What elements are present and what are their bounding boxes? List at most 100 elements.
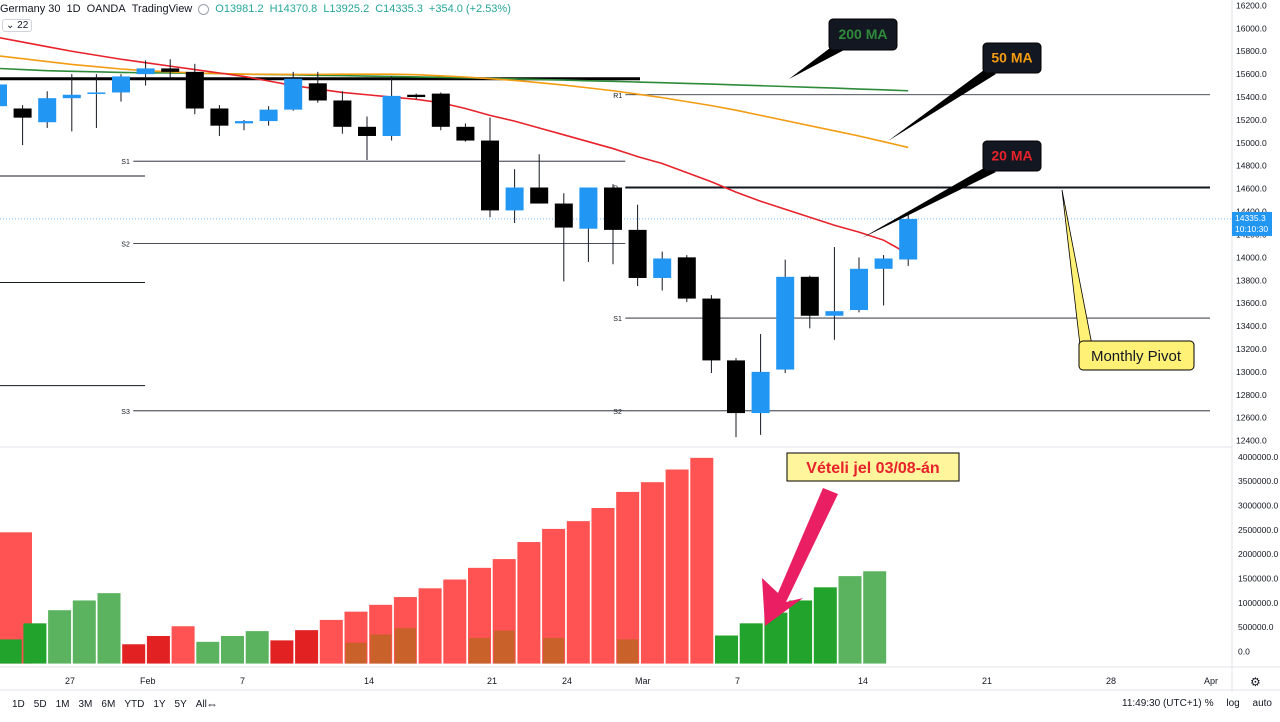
price-tick-label: 13200.0 [1236,344,1267,354]
volume-bar [171,626,195,664]
volume-tick-label: 1000000.0 [1238,598,1278,608]
price-tick-label: 16200.0 [1236,0,1267,10]
candle-body [874,258,893,269]
volume-bar [72,600,96,664]
volume-bar [739,623,763,664]
timeframe-5y[interactable]: 5Y [174,699,187,710]
volume-bar [616,491,640,664]
time-tick-label: Mar [635,676,651,686]
volume-tick-label: 2000000.0 [1238,549,1278,559]
interval-label[interactable]: 1D [66,3,81,15]
time-tick-label: 14 [858,676,868,686]
candle-body [259,109,278,122]
timeframe-1y[interactable]: 1Y [153,699,166,710]
candle-body [776,276,795,370]
volume-bar [566,521,590,664]
volume-bar [517,542,541,664]
volume-bar [715,635,738,664]
candle-body [0,84,7,107]
volume-tick-label: 0.0 [1238,647,1250,657]
time-tick-label: 7 [735,676,740,686]
volume-length-badge[interactable]: ⌄ 22 [2,19,33,32]
price-tick-label: 14000.0 [1236,252,1267,262]
callout-20ma-box [982,140,1042,172]
log-toggle[interactable]: log [1226,698,1240,709]
volume-bar [591,507,615,664]
timeframe-6m[interactable]: 6M [101,699,116,710]
volume-length-value: 22 [17,20,29,31]
candle-body [579,187,598,229]
candle-body [333,100,352,127]
volume-bar [122,644,146,664]
volume-tick-label: 4000000.0 [1238,452,1278,462]
timeframe-list: 1D 5D 1M 3M 6M YTD 1Y 5Y All [12,699,216,710]
settings-icon: ⚙ [1250,675,1261,689]
price-tick-label: 12800.0 [1236,390,1267,400]
date-range-icon[interactable]: ⇔ [206,697,218,711]
timeframe-1m[interactable]: 1M [55,699,70,710]
volume-tick-label: 3500000.0 [1238,476,1278,486]
candle-body [751,371,770,414]
last-price-tag: 14335.310:10:30 [1232,211,1272,236]
visibility-dot-icon[interactable] [198,3,210,15]
volume-bar [0,639,22,664]
ma-line-50-ma [0,55,909,149]
candle-body [407,94,426,98]
candle-body [161,68,180,72]
volume-tick-label: 2500000.0 [1238,525,1278,535]
timeframe-ytd[interactable]: YTD [124,699,145,710]
volume-bar [863,571,887,664]
candle-body [899,218,918,260]
time-tick-label: 21 [487,676,497,686]
callout-50ma-text: 50 MA [991,50,1032,66]
callout-50ma: 50 MA [888,42,1042,141]
timeframe-3m[interactable]: 3M [78,699,93,710]
volume-bar [789,600,813,664]
ohlc-close: C14335.3 [375,3,423,15]
legend-header: Germany 30 1D OANDA TradingView O13981.2… [0,0,517,18]
volume-bar-inner [617,639,639,664]
callout-20ma-text: 20 MA [991,148,1032,164]
percent-toggle[interactable]: % [1204,698,1214,709]
volume-bar-inner [394,628,416,664]
pivot-label-s1: S1 [121,159,130,166]
volume-bar [838,576,862,664]
buy-signal-arrow [762,488,838,626]
volume-bar [764,612,788,664]
volume-bar [221,635,244,664]
volume-bar [48,610,72,664]
pivot-label-s3: S3 [121,409,130,416]
time-tick-label: Apr [1204,676,1218,686]
ma-line-20-ma [0,37,909,255]
countdown-label: 10:10:30 [1235,224,1268,234]
candle-body [358,126,376,136]
candle-body [87,92,106,94]
price-tick-label: 16000.0 [1236,23,1267,33]
candle-body [554,203,573,228]
candle-body [530,187,549,204]
candle-body [431,93,450,127]
candle-body [308,83,327,101]
callout-buy-signal-box [786,452,960,482]
callout-20ma: 20 MA [862,140,1042,238]
price-tick-label: 13800.0 [1236,275,1267,285]
timeframe-1d[interactable]: 1D [12,699,25,710]
candle-body [284,78,303,110]
last-price-label: 14335.3 [1235,213,1266,223]
clock-label: 11:49:30 (UTC+1) [1122,698,1202,709]
timeframe-5d[interactable]: 5D [33,699,47,710]
price-tick-label: 14600.0 [1236,184,1267,194]
callout-monthly-pivot-text: Monthly Pivot [1091,348,1182,365]
price-tick-label: 14400.0 [1236,207,1267,217]
auto-toggle[interactable]: auto [1252,698,1272,709]
time-tick-label: 14 [364,676,374,686]
ohlc-high: H14370.8 [269,3,318,15]
pivot-label-s2: S2 [613,409,622,416]
candle-body [481,140,499,211]
timeframe-all[interactable]: All [195,699,207,710]
volume-bar [813,587,837,664]
pivot-label-r1: R1 [613,93,622,100]
symbol-name[interactable]: Germany 30 [0,3,61,15]
